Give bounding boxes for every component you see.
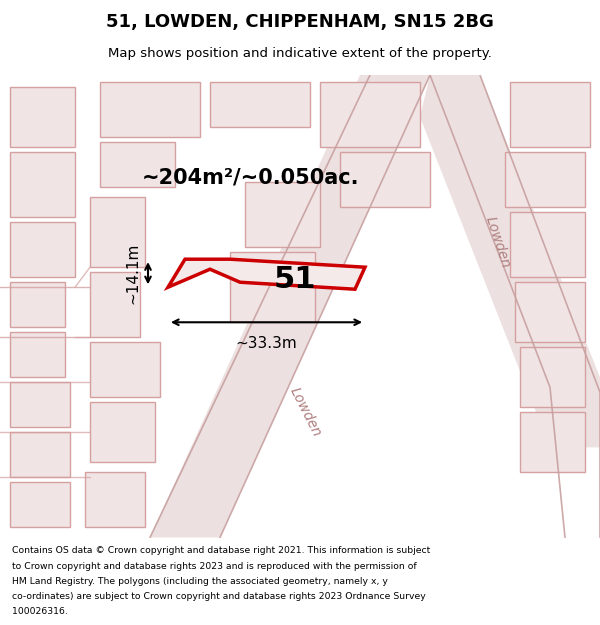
Polygon shape — [10, 87, 75, 147]
Polygon shape — [515, 282, 585, 342]
Text: Contains OS data © Crown copyright and database right 2021. This information is : Contains OS data © Crown copyright and d… — [12, 546, 430, 555]
Polygon shape — [85, 472, 145, 528]
Polygon shape — [510, 212, 585, 278]
Polygon shape — [340, 152, 430, 207]
Polygon shape — [10, 152, 75, 217]
Polygon shape — [10, 382, 70, 428]
Polygon shape — [100, 142, 175, 187]
Text: co-ordinates) are subject to Crown copyright and database rights 2023 Ordnance S: co-ordinates) are subject to Crown copyr… — [12, 592, 426, 601]
Polygon shape — [210, 82, 310, 127]
Polygon shape — [520, 348, 585, 408]
Text: HM Land Registry. The polygons (including the associated geometry, namely x, y: HM Land Registry. The polygons (includin… — [12, 577, 388, 586]
Text: 100026316.: 100026316. — [12, 608, 68, 616]
Polygon shape — [100, 82, 200, 137]
Polygon shape — [245, 182, 320, 247]
Text: Lowden: Lowden — [287, 385, 323, 439]
Polygon shape — [10, 332, 65, 378]
Text: Map shows position and indicative extent of the property.: Map shows position and indicative extent… — [108, 48, 492, 61]
Polygon shape — [90, 342, 160, 398]
Text: 51: 51 — [274, 265, 316, 294]
Text: to Crown copyright and database rights 2023 and is reproduced with the permissio: to Crown copyright and database rights 2… — [12, 561, 416, 571]
Polygon shape — [90, 402, 155, 462]
Polygon shape — [10, 482, 70, 528]
Polygon shape — [510, 82, 590, 147]
Polygon shape — [320, 82, 420, 147]
Text: ~33.3m: ~33.3m — [236, 336, 298, 351]
Polygon shape — [90, 272, 140, 338]
Text: 51, LOWDEN, CHIPPENHAM, SN15 2BG: 51, LOWDEN, CHIPPENHAM, SN15 2BG — [106, 14, 494, 31]
Polygon shape — [505, 152, 585, 207]
Polygon shape — [230, 253, 315, 322]
Polygon shape — [168, 259, 365, 289]
Polygon shape — [150, 75, 430, 538]
Polygon shape — [90, 197, 145, 268]
Polygon shape — [520, 412, 585, 472]
Polygon shape — [10, 282, 65, 328]
Polygon shape — [10, 222, 75, 278]
Polygon shape — [420, 75, 600, 448]
Text: ~14.1m: ~14.1m — [125, 242, 140, 304]
Text: ~204m²/~0.050ac.: ~204m²/~0.050ac. — [141, 167, 359, 187]
Polygon shape — [10, 432, 70, 478]
Text: Lowden: Lowden — [483, 214, 513, 270]
